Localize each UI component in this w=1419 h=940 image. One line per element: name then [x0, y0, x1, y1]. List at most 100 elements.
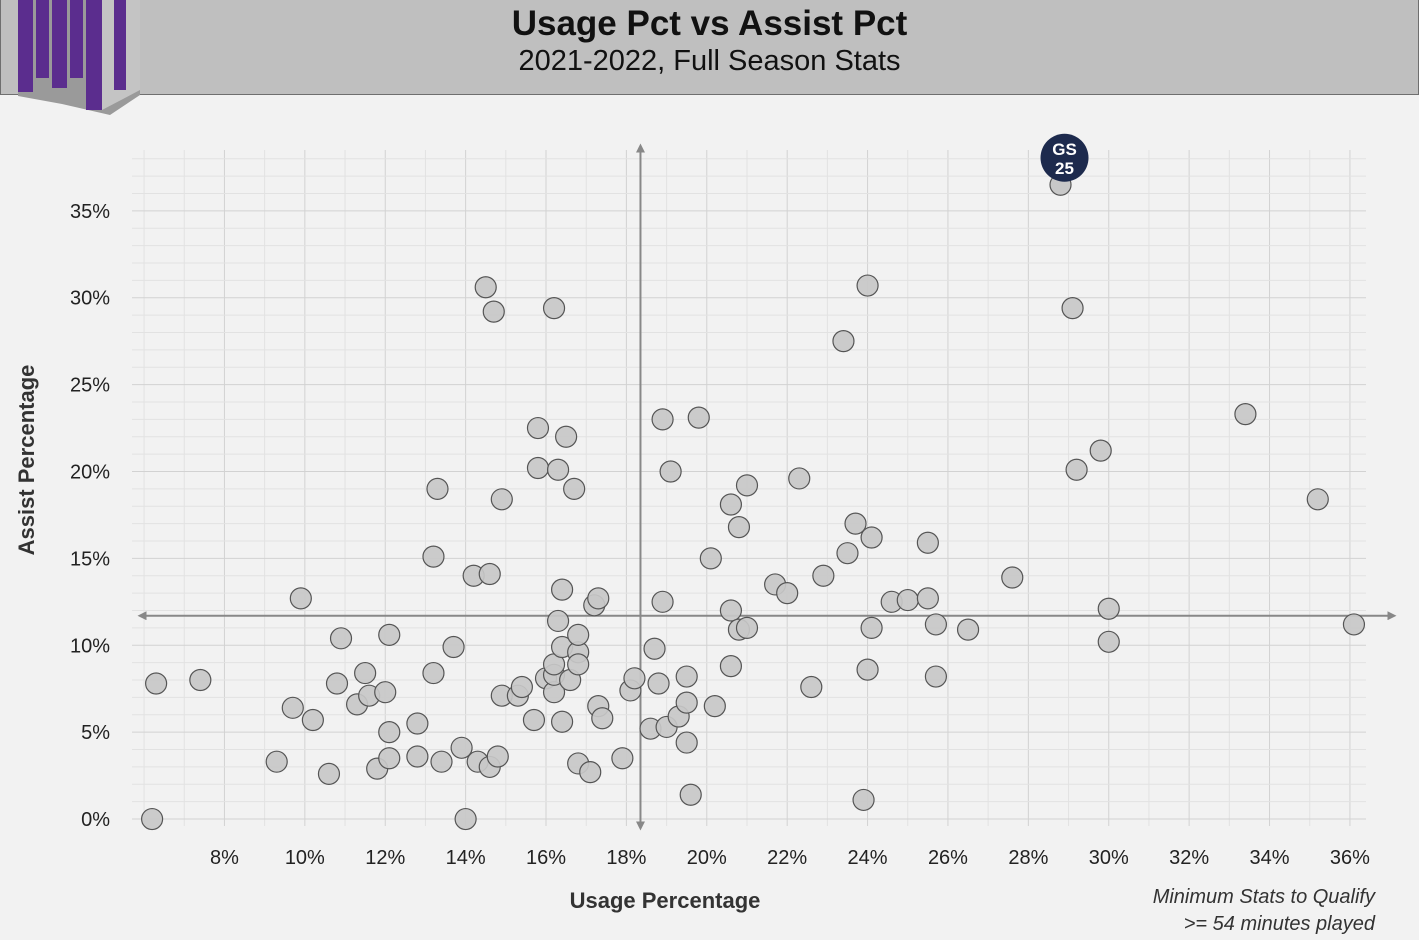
data-point [860, 616, 883, 639]
data-point [844, 512, 867, 535]
data-point [522, 708, 546, 732]
data-point [643, 637, 666, 660]
data-point [651, 590, 674, 613]
data-point [727, 516, 751, 539]
data-point [450, 736, 473, 759]
title-banner: Usage Pct vs Assist Pct 2021-2022, Full … [0, 0, 1419, 95]
data-point [567, 653, 590, 676]
data-point [896, 588, 919, 612]
x-tick-label: 24% [848, 847, 888, 869]
data-point [579, 761, 602, 784]
data-point [546, 609, 570, 633]
data-point [1089, 439, 1112, 462]
data-point [611, 747, 634, 770]
data-point [800, 675, 823, 699]
data-point [659, 460, 682, 483]
data-point [406, 712, 429, 735]
data-point [1001, 566, 1024, 589]
data-point [956, 618, 980, 641]
data-point [550, 578, 574, 601]
team-logo [18, 0, 140, 115]
x-tick-label: 26% [928, 847, 968, 869]
x-tick-label: 20% [687, 847, 727, 869]
data-point [623, 667, 646, 690]
data-point [550, 710, 574, 733]
x-tick-label: 34% [1250, 847, 1290, 869]
data-point [546, 458, 570, 481]
data-point [140, 807, 164, 831]
data-point [836, 542, 859, 565]
data-point [378, 721, 401, 744]
data-point [1065, 458, 1088, 481]
x-tick-label: 8% [210, 847, 239, 869]
data-point [422, 545, 445, 568]
data-point [317, 762, 341, 785]
chart-title: Usage Pct vs Assist Pct [511, 4, 908, 43]
x-tick-label: 22% [767, 847, 807, 869]
data-point [1061, 297, 1084, 320]
x-tick-label: 30% [1089, 847, 1129, 869]
data-point [703, 694, 726, 718]
data-point [860, 526, 883, 549]
data-point [406, 745, 429, 768]
qualification-note: Minimum Stats to Qualify >= 54 minutes p… [1153, 884, 1375, 938]
data-point [486, 745, 509, 768]
data-point [555, 425, 578, 448]
x-tick-label: 18% [606, 847, 646, 869]
data-point [482, 300, 505, 323]
data-point [832, 330, 855, 353]
y-axis-label: Assist Percentage [14, 364, 39, 556]
data-point [1306, 488, 1329, 511]
data-point [526, 456, 550, 480]
y-tick-label: 10% [70, 635, 110, 657]
x-tick-label: 14% [446, 847, 486, 869]
data-point [289, 587, 312, 610]
data-point [474, 276, 497, 299]
data-point [430, 750, 453, 773]
axis-ticks: 8% 10% 12% 14% 16% 18% 20% 22% 24% 26% 28% 30% 32% 34… [70, 201, 1370, 869]
data-point [442, 635, 465, 659]
data-point [651, 408, 674, 431]
data-point [378, 623, 401, 646]
data-point [281, 696, 304, 719]
data-point [647, 672, 670, 695]
data-point [301, 708, 324, 732]
data-point [924, 613, 948, 636]
chart-subtitle: 2021-2022, Full Season Stats [518, 45, 901, 77]
reference-lines [137, 143, 1397, 831]
x-tick-label: 16% [526, 847, 566, 869]
y-tick-label: 5% [81, 722, 110, 744]
data-point [687, 406, 710, 429]
data-point [856, 658, 879, 681]
data-point [329, 627, 353, 650]
data-point [374, 681, 397, 704]
data-point [478, 562, 501, 586]
data-point [378, 747, 401, 770]
data-point [675, 691, 698, 714]
data-point [812, 564, 835, 587]
data-point [354, 661, 377, 685]
data-point [735, 474, 759, 497]
data-point [916, 587, 939, 610]
data-point [1097, 630, 1120, 653]
x-axis-label: Usage Percentage [569, 888, 761, 913]
data-point [852, 788, 875, 812]
y-tick-label: 0% [81, 809, 110, 831]
data-point [325, 672, 349, 695]
data-point [265, 750, 288, 773]
y-tick-label: 30% [70, 288, 110, 310]
x-tick-label: 28% [1008, 847, 1048, 869]
data-point [675, 665, 698, 688]
data-point [788, 467, 811, 490]
data-point [719, 599, 743, 622]
data-point [1097, 597, 1120, 620]
data-point [526, 416, 550, 440]
data-point [591, 707, 614, 730]
data-point [924, 665, 948, 688]
data-point [719, 655, 743, 678]
data-point [735, 616, 759, 639]
highlight-label-bottom: 25 [1055, 159, 1074, 178]
qualification-note-line1: Minimum Stats to Qualify [1152, 886, 1375, 908]
